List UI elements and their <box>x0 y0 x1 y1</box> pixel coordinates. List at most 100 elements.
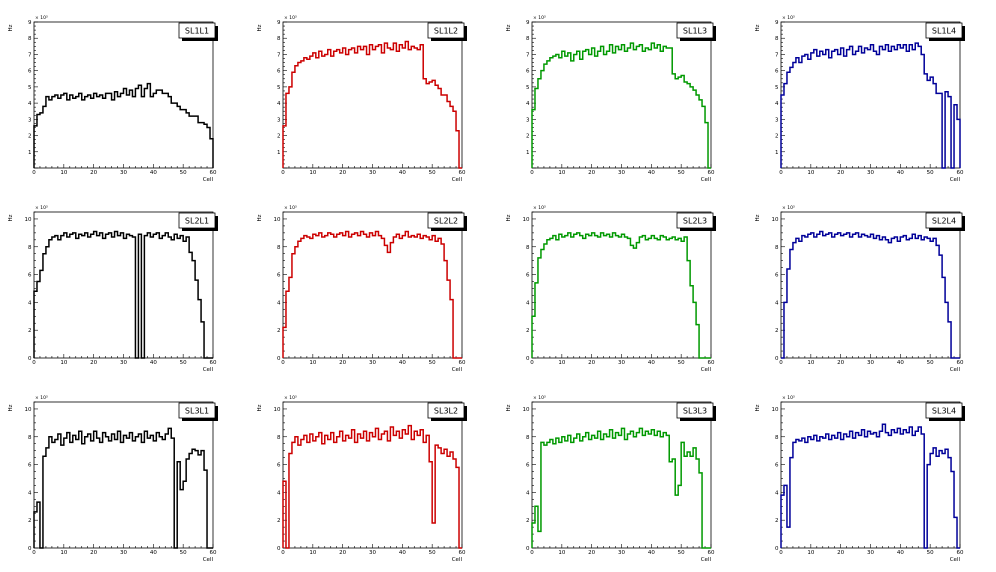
x-tick-label: 0 <box>281 550 285 556</box>
x-tick-label: 40 <box>150 550 157 556</box>
y-tick-label: 4 <box>28 300 32 306</box>
y-tick-label: 6 <box>775 273 779 279</box>
y-tick-label: 6 <box>277 273 281 279</box>
chart-title: SL2L1 <box>185 217 209 226</box>
x-tick-label: 30 <box>867 360 874 366</box>
y-tick-label: 8 <box>277 245 281 251</box>
y-exponent-label: × 10³ <box>284 395 297 401</box>
histogram-svg: 0 10 20 30 40 50 60 1 2 3 4 5 6 7 8 9 Cell Hz × 10³ SL1L4 <box>755 15 965 183</box>
x-tick-label: 40 <box>897 550 904 556</box>
title-box <box>676 402 714 419</box>
histogram-pad-sl1l2: 0 10 20 30 40 50 60 1 2 3 4 5 6 7 8 9 Cell Hz × 10³ SL1L2 <box>249 0 498 190</box>
x-axis-label: Cell <box>203 177 214 183</box>
y-tick-label: 5 <box>277 85 281 91</box>
x-tick-label: 10 <box>807 550 814 556</box>
histogram-pad-sl2l4: 0 10 20 30 40 50 60 0 2 4 6 8 10 Cell Hz × 10³ SL2L4 <box>747 190 996 380</box>
x-tick-label: 50 <box>180 360 187 366</box>
title-box <box>925 402 963 419</box>
title-box <box>676 212 714 229</box>
x-tick-label: 20 <box>588 550 595 556</box>
y-axis-label: Hz <box>257 214 263 221</box>
y-tick-label: 10 <box>523 407 530 413</box>
x-tick-label: 60 <box>210 170 217 176</box>
y-axis-label: Hz <box>506 214 512 221</box>
y-tick-label: 6 <box>28 273 32 279</box>
histogram-pad-sl2l1: 0 10 20 30 40 50 60 0 2 4 6 8 10 Cell Hz × 10³ SL2L1 <box>0 190 249 380</box>
x-axis-label: Cell <box>950 367 961 373</box>
x-tick-label: 60 <box>459 360 466 366</box>
x-tick-label: 20 <box>339 170 346 176</box>
y-tick-label: 1 <box>526 150 530 156</box>
chart-title: SL3L1 <box>185 407 209 416</box>
x-tick-label: 60 <box>708 360 715 366</box>
y-tick-label: 5 <box>526 85 530 91</box>
x-axis-label: Cell <box>701 557 712 563</box>
histogram-pad-sl3l1: 0 10 20 30 40 50 60 0 2 4 6 8 10 Cell Hz × 10³ SL3L1 <box>0 380 249 570</box>
x-tick-label: 50 <box>678 170 685 176</box>
y-tick-label: 8 <box>28 36 32 42</box>
y-tick-label: 2 <box>526 518 530 524</box>
histogram-line <box>781 230 960 359</box>
y-tick-label: 6 <box>28 463 32 469</box>
y-tick-label: 0 <box>775 546 779 552</box>
x-tick-label: 40 <box>399 170 406 176</box>
y-exponent-label: × 10³ <box>533 205 546 211</box>
y-exponent-label: × 10³ <box>284 205 297 211</box>
x-axis-label: Cell <box>950 557 961 563</box>
y-tick-label: 6 <box>526 463 530 469</box>
y-tick-label: 4 <box>28 490 32 496</box>
y-tick-label: 3 <box>526 117 530 123</box>
x-axis-label: Cell <box>452 367 463 373</box>
chart-title: SL1L3 <box>683 27 707 36</box>
x-tick-label: 60 <box>957 550 964 556</box>
x-tick-label: 50 <box>927 170 934 176</box>
chart-title: SL1L4 <box>932 27 956 36</box>
y-axis-label: Hz <box>257 404 263 411</box>
x-tick-label: 10 <box>807 170 814 176</box>
histogram-line <box>531 427 711 549</box>
y-tick-label: 4 <box>277 101 281 107</box>
y-tick-label: 6 <box>526 69 530 75</box>
y-tick-label: 2 <box>526 134 530 140</box>
x-tick-label: 30 <box>120 170 127 176</box>
title-box <box>925 212 963 229</box>
title-box <box>925 22 963 39</box>
y-tick-label: 4 <box>775 101 779 107</box>
histogram-line <box>531 232 711 359</box>
y-tick-label: 10 <box>523 217 530 223</box>
x-tick-label: 10 <box>558 170 565 176</box>
y-tick-label: 3 <box>277 117 281 123</box>
histogram-svg: 0 10 20 30 40 50 60 0 2 4 6 8 10 Cell Hz × 10³ SL3L1 <box>8 395 218 563</box>
histogram-svg: 0 10 20 30 40 50 60 0 2 4 6 8 10 Cell Hz × 10³ SL3L2 <box>257 395 467 563</box>
y-tick-label: 8 <box>28 245 32 251</box>
chart-title: SL3L4 <box>932 407 956 416</box>
y-tick-label: 2 <box>775 518 779 524</box>
y-axis-label: Hz <box>257 24 263 31</box>
chart-title: SL2L4 <box>932 217 956 226</box>
x-tick-label: 30 <box>369 550 376 556</box>
y-tick-label: 9 <box>28 20 32 26</box>
histogram-pad-sl2l3: 0 10 20 30 40 50 60 0 2 4 6 8 10 Cell Hz × 10³ SL2L3 <box>498 190 747 380</box>
x-axis-label: Cell <box>452 557 463 563</box>
x-tick-label: 40 <box>150 360 157 366</box>
y-tick-label: 3 <box>28 117 32 123</box>
y-tick-label: 9 <box>277 20 281 26</box>
x-tick-label: 10 <box>558 550 565 556</box>
y-tick-label: 4 <box>277 300 281 306</box>
y-tick-label: 2 <box>277 328 281 334</box>
y-tick-label: 6 <box>775 463 779 469</box>
x-tick-label: 30 <box>618 170 625 176</box>
y-tick-label: 10 <box>274 407 281 413</box>
y-exponent-label: × 10³ <box>35 205 48 211</box>
x-axis-label: Cell <box>452 177 463 183</box>
y-tick-label: 8 <box>775 435 779 441</box>
y-tick-label: 10 <box>25 217 32 223</box>
histogram-pad-sl1l4: 0 10 20 30 40 50 60 1 2 3 4 5 6 7 8 9 Cell Hz × 10³ SL1L4 <box>747 0 996 190</box>
x-axis-label: Cell <box>950 177 961 183</box>
y-tick-label: 8 <box>277 435 281 441</box>
y-tick-label: 10 <box>772 407 779 413</box>
x-axis-label: Cell <box>701 367 712 373</box>
title-box <box>676 22 714 39</box>
x-tick-label: 30 <box>120 550 127 556</box>
